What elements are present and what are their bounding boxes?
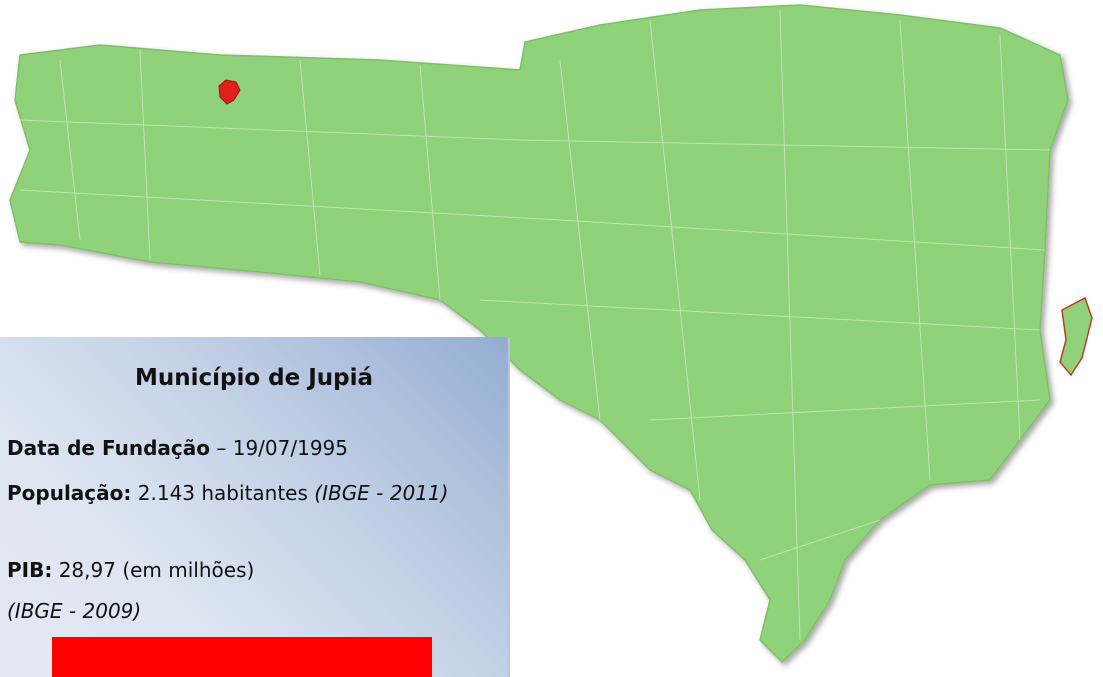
red-bar [52, 637, 432, 677]
municipal-borders [19, 9, 1051, 641]
field-value: – 19/07/1995 [216, 436, 349, 460]
state-shape [9, 4, 1069, 664]
field-note: (IBGE - 2011) [314, 481, 449, 505]
field-line: População: 2.143 habitantes (IBGE - 2011… [7, 477, 494, 509]
field-label: População: [7, 481, 132, 505]
island [1059, 296, 1093, 377]
panel-title: Município de Jupiá [134, 365, 374, 391]
source-line: (IBGE - 2009) [7, 595, 494, 627]
source-note: (IBGE - 2009) [7, 599, 142, 623]
field-line: PIB: 28,97 (em milhões) [7, 554, 494, 586]
field-value: 28,97 (em milhões) [58, 558, 255, 582]
field-line: Data de Fundação – 19/07/1995 [7, 432, 494, 464]
field-label: PIB: [7, 558, 53, 582]
info-panel: Município de Jupiá Data de Fundação – 19… [0, 337, 510, 677]
field-label: Data de Fundação [7, 436, 211, 460]
field-value: 2.143 habitantes [137, 481, 308, 505]
highlight-municipality [218, 79, 241, 105]
